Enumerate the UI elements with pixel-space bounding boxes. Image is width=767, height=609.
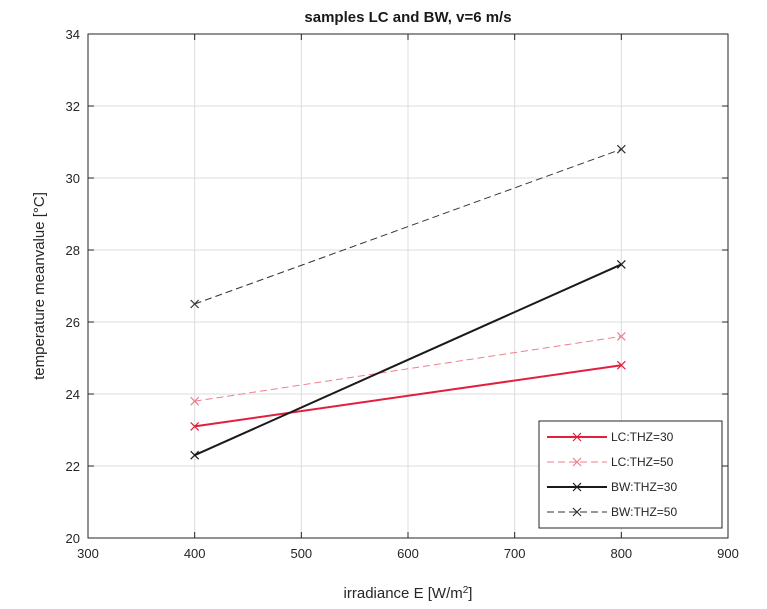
axis-ticks: 300 400 500 600 700 800 900 20 22 24 26 28 30 32 34 [66,27,739,561]
legend-label: BW:THZ=50 [611,505,677,519]
y-tick-label: 32 [66,99,80,114]
x-axis-title-main: irradiance E [W/m [344,585,463,602]
y-tick-label: 34 [66,27,80,42]
x-tick-label: 700 [504,546,526,561]
legend-marker [572,482,582,492]
y-tick-label: 26 [66,315,80,330]
y-tick-label: 28 [66,243,80,258]
legend-marker [572,457,582,467]
x-tick-label: 400 [184,546,206,561]
y-tick-label: 22 [66,459,80,474]
series-0 [190,360,626,431]
data-point-marker [190,299,200,309]
legend: LC:THZ=30 LC:THZ=50 BW:THZ=30 BW:THZ=50 [538,420,723,529]
legend-marker [572,507,582,517]
data-point-marker [616,360,626,370]
x-axis-title-end: ] [468,585,472,602]
legend-label: BW:THZ=30 [611,480,677,494]
data-point-marker [190,450,200,460]
legend-label: LC:THZ=30 [611,430,674,444]
x-axis-title: irradiance E [W/m2] [344,585,473,603]
series-line [194,364,622,428]
x-tick-label: 300 [77,546,99,561]
y-axis-title: temperature meanvalue [°C] [31,192,48,380]
grid [87,33,729,539]
data-point-marker [616,144,626,154]
data-point-marker [616,331,626,341]
y-tick-label: 30 [66,171,80,186]
y-tick-label: 24 [66,387,80,402]
series-2 [190,259,626,460]
series-line [194,263,622,457]
data-point-marker [190,421,200,431]
legend-marker [572,432,582,442]
series-line [194,148,622,305]
series-layer [190,144,626,460]
series-3 [190,144,626,309]
x-tick-label: 900 [717,546,739,561]
x-tick-label: 600 [397,546,419,561]
data-point-marker [190,396,200,406]
x-tick-label: 500 [290,546,312,561]
chart-title: samples LC and BW, v=6 m/s [304,9,511,26]
data-point-marker [616,259,626,269]
x-tick-label: 800 [610,546,632,561]
series-line [194,335,622,402]
x-axis-title-sup: 2 [463,585,469,596]
y-tick-label: 20 [66,531,80,546]
legend-label: LC:THZ=50 [611,455,674,469]
legend-box [538,420,723,529]
series-1 [190,331,626,406]
